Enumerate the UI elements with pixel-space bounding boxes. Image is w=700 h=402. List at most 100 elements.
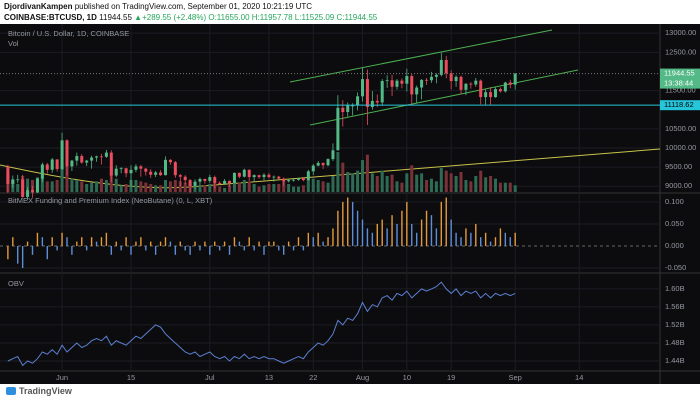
candle-body <box>380 81 384 103</box>
funding-bar <box>130 246 132 255</box>
candle-body <box>370 100 374 108</box>
candle-body <box>75 156 79 161</box>
volume-bar <box>356 170 360 192</box>
candle-body <box>159 172 163 176</box>
volume-bar <box>223 188 227 192</box>
x-tick-label: 13 <box>265 373 273 382</box>
price-label: 11944.55 <box>664 69 695 78</box>
header-line: DjordivanKampen published on TradingView… <box>4 1 377 12</box>
funding-bar <box>214 241 216 246</box>
volume-bar <box>444 170 448 192</box>
y-tick-label: 10000.00 <box>665 143 696 152</box>
candle-body <box>301 178 305 181</box>
volume-bar <box>149 184 153 192</box>
volume-bar <box>375 176 379 192</box>
volume-bar <box>267 184 271 192</box>
volume-bar <box>390 174 394 192</box>
funding-bar <box>150 241 152 246</box>
volume-bar <box>449 173 453 192</box>
x-tick-label: Aug <box>356 373 369 382</box>
candle-body <box>425 79 429 81</box>
candle-body <box>439 59 443 75</box>
candle-body <box>341 107 345 113</box>
volume-bar <box>370 173 374 192</box>
header-line: COINBASE:BTCUSD, 1D 11944.55 ▲+289.55 (+… <box>4 12 377 23</box>
funding-bar <box>494 237 497 246</box>
volume-bar <box>365 154 369 192</box>
obv-line <box>7 281 516 367</box>
funding-bar <box>514 232 516 246</box>
funding-bar <box>480 237 482 246</box>
y-tick-label: 1.56B <box>665 302 685 311</box>
volume-bar <box>498 182 502 192</box>
funding-bar <box>287 241 290 246</box>
candle-body <box>99 156 103 158</box>
author: DjordivanKampen <box>4 2 73 11</box>
funding-bar <box>233 237 236 246</box>
funding-bar <box>154 246 157 255</box>
funding-bar <box>312 237 314 246</box>
funding-bar <box>351 201 354 246</box>
trendline <box>309 69 579 126</box>
volume-bar <box>228 185 232 192</box>
candle-body <box>35 178 39 193</box>
candle-body <box>257 175 261 178</box>
volume-bar <box>232 180 236 192</box>
level-label: 11118.62 <box>664 100 694 109</box>
funding-bar <box>420 219 423 246</box>
volume-bar <box>395 181 399 192</box>
volume-bar <box>178 181 182 192</box>
volume-bar <box>144 182 148 192</box>
candle-body <box>321 162 325 166</box>
candle-body <box>6 166 10 184</box>
candle-body <box>326 159 330 166</box>
funding-bar <box>445 197 447 246</box>
funding-bar <box>475 223 477 246</box>
volume-bar <box>410 165 414 192</box>
volume-bar <box>80 181 84 192</box>
candle-body <box>513 73 517 85</box>
candle-body <box>361 79 365 97</box>
volume-bar <box>479 170 483 192</box>
funding-bar <box>465 228 467 246</box>
candle-body <box>237 172 241 177</box>
volume-bar <box>16 184 20 192</box>
candle-body <box>252 175 256 178</box>
funding-bar <box>66 237 68 246</box>
volume-bar <box>346 172 350 192</box>
volume-bar <box>237 182 241 192</box>
candle-body <box>124 168 128 174</box>
candle-body <box>90 157 94 161</box>
candle-body <box>272 176 276 178</box>
candle-body <box>50 159 54 170</box>
candle-body <box>55 159 59 170</box>
volume-bar <box>60 165 64 192</box>
funding-bar <box>337 210 339 246</box>
funding-bar <box>110 246 113 255</box>
candle-body <box>503 82 507 92</box>
candle-body <box>390 80 394 87</box>
change: ▲+289.55 (+2.48%) <box>134 13 207 22</box>
funding-bar <box>61 232 63 246</box>
funding-bar <box>342 201 344 246</box>
funding-bar <box>381 219 383 246</box>
volume-bar <box>70 178 74 192</box>
volume-bar <box>434 181 438 192</box>
candle-body <box>464 83 468 90</box>
logo <box>6 387 16 395</box>
candle-body <box>331 150 335 160</box>
funding-bar <box>100 237 103 246</box>
candle-body <box>26 190 30 197</box>
funding-bar <box>189 246 191 255</box>
y-tick-label: 1.48B <box>665 338 685 347</box>
funding-bar <box>51 237 53 246</box>
candle-body <box>21 179 25 197</box>
funding-bar <box>228 246 231 255</box>
volume-bar <box>218 186 222 192</box>
funding-bar <box>169 241 172 246</box>
candle-body <box>218 182 222 184</box>
funding-bar <box>71 246 73 255</box>
candle-body <box>223 180 227 184</box>
funding-bar <box>95 241 98 246</box>
candle-body <box>493 89 497 98</box>
